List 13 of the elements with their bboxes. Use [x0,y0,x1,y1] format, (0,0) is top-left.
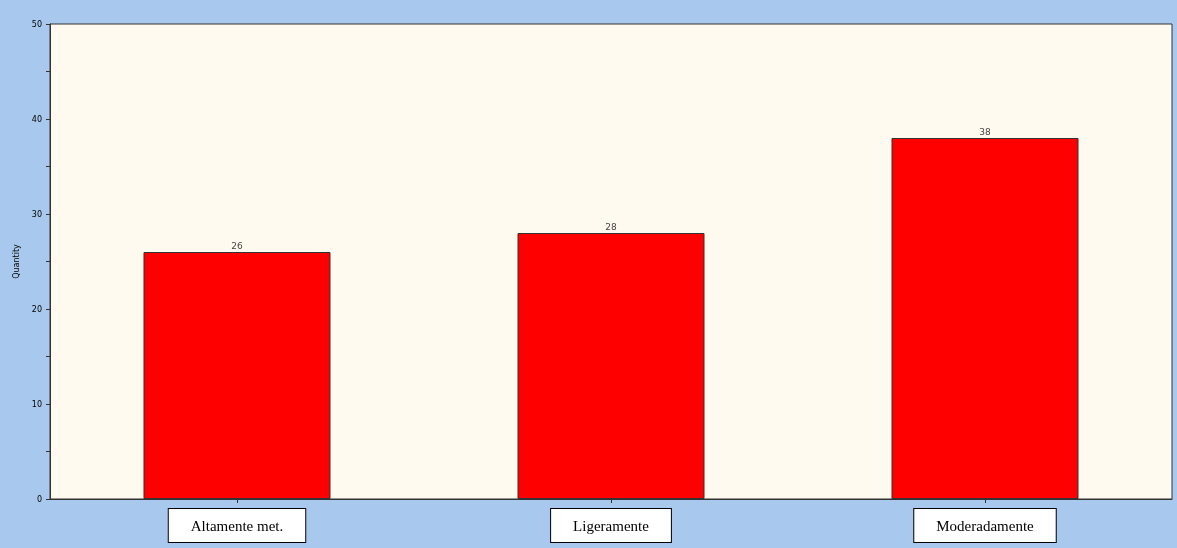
x-tick-label: Ligeramente [573,517,650,534]
y-tick-label: 0 [36,494,42,504]
data-label: 26 [231,240,243,251]
y-tick-label: 40 [31,114,42,124]
y-tick-label: 20 [31,304,42,314]
y-tick-label: 10 [31,399,42,409]
y-axis-title: Quantity [12,243,22,279]
data-label: 38 [979,126,991,137]
y-tick-label: 50 [31,19,42,29]
x-tick-label: Altamente met. [190,517,284,534]
data-label: 28 [605,221,617,232]
x-tick-label: Moderadamente [936,517,1035,534]
y-tick-label: 30 [31,209,42,219]
